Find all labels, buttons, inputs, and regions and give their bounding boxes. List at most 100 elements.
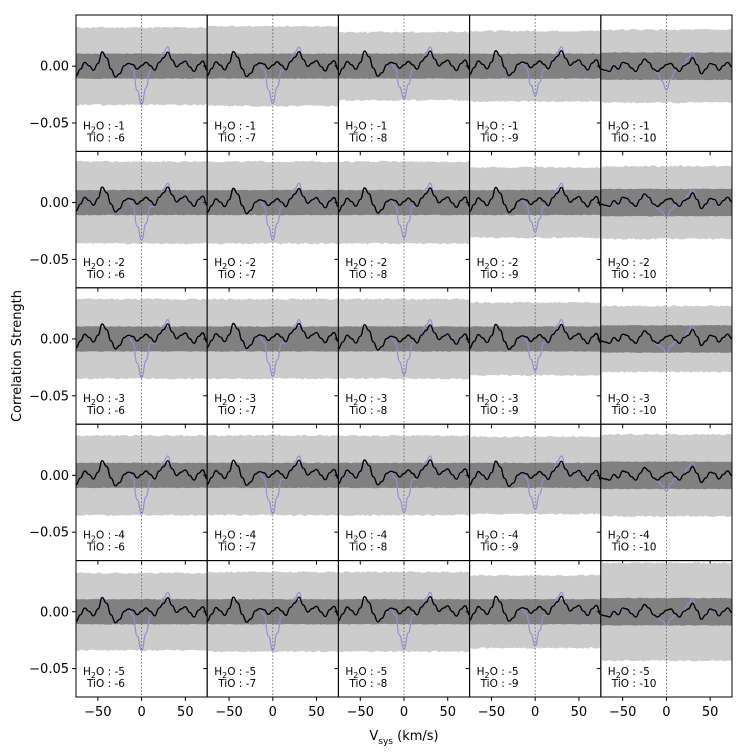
- x-title-main: V: [369, 729, 378, 744]
- observed-line: [76, 460, 208, 487]
- x-title-unit: (km/s): [393, 729, 439, 744]
- label-h: H: [214, 530, 222, 542]
- label-h2o-value: O : -5: [490, 666, 519, 678]
- panel-label-h2o: H2O : -5: [345, 666, 387, 680]
- label-h: H: [477, 257, 485, 269]
- label-h: H: [477, 666, 485, 678]
- x-title-sub: sys: [378, 737, 393, 747]
- panel-plot-area: [207, 287, 339, 425]
- y-tick-label: 0.00: [40, 605, 69, 620]
- panel-label-h2o: H2O : -5: [214, 666, 256, 680]
- observed-line: [469, 595, 601, 623]
- x-tick-label: −50: [609, 705, 636, 720]
- observed-line: [600, 328, 732, 347]
- panel-label-h2o: H2O : -2: [477, 257, 519, 271]
- observed-line: [469, 460, 601, 488]
- panel-label-h2o: H2O : -1: [83, 120, 125, 134]
- observed-line: [469, 186, 601, 214]
- label-h2o-value: O : -3: [96, 393, 125, 405]
- label-h2o-value: O : -5: [227, 666, 256, 678]
- label-sub: 2: [222, 125, 227, 134]
- label-sub: 2: [353, 398, 358, 407]
- label-h: H: [608, 530, 616, 542]
- y-tick-label: 0.00: [40, 469, 69, 484]
- panel-label-tio: TiO : -9: [480, 678, 519, 690]
- inner-band: [469, 326, 601, 352]
- label-sub: 2: [222, 535, 227, 544]
- x-tick-label: −50: [347, 705, 374, 720]
- observed-line: [338, 595, 470, 623]
- label-sub: 2: [616, 671, 621, 680]
- label-h: H: [83, 393, 91, 405]
- panel-label-tio: TiO : -7: [217, 405, 256, 417]
- inner-band: [600, 188, 732, 217]
- y-tick-label: −0.05: [29, 253, 69, 268]
- panel-plot-area: [600, 287, 732, 425]
- label-h2o-value: O : -5: [358, 666, 387, 678]
- panel-label-tio: TiO : -10: [611, 132, 657, 144]
- label-sub: 2: [485, 671, 490, 680]
- observed-line: [76, 186, 208, 213]
- y-tick-label: 0.00: [40, 196, 69, 211]
- panel-plot-area: [207, 424, 339, 561]
- label-sub: 2: [91, 535, 96, 544]
- x-tick-label: −50: [478, 705, 505, 720]
- label-h: H: [345, 257, 353, 269]
- inner-band: [207, 53, 339, 79]
- panel-plot-area: [76, 424, 208, 561]
- panel-label-h2o: H2O : -4: [345, 530, 387, 544]
- panel-plot-area: [469, 424, 601, 561]
- x-tick-label: 0: [531, 705, 539, 720]
- panel-label-h2o: H2O : -1: [608, 120, 650, 134]
- panel-label-h2o: H2O : -5: [477, 666, 519, 680]
- label-h: H: [214, 257, 222, 269]
- label-h2o-value: O : -1: [490, 120, 519, 132]
- observed-line: [76, 51, 208, 78]
- inner-band: [600, 597, 732, 626]
- observed-line: [207, 322, 339, 350]
- label-h: H: [608, 666, 616, 678]
- observed-line: [338, 459, 470, 486]
- label-h2o-value: O : -4: [490, 530, 519, 542]
- label-h: H: [214, 666, 222, 678]
- label-sub: 2: [91, 125, 96, 134]
- panel-label-h2o: H2O : -5: [83, 666, 125, 680]
- observed-line: [469, 49, 601, 77]
- panel-label-tio: TiO : -7: [217, 132, 256, 144]
- label-h: H: [345, 120, 353, 132]
- label-h2o-value: O : -5: [621, 666, 650, 678]
- panel-plot-area: [469, 560, 601, 697]
- label-sub: 2: [91, 671, 96, 680]
- label-h: H: [83, 257, 91, 269]
- inner-band: [338, 189, 470, 216]
- x-tick-label: 0: [137, 705, 145, 720]
- label-h: H: [477, 393, 485, 405]
- label-sub: 2: [222, 398, 227, 407]
- observed-line: [338, 50, 470, 77]
- panel-label-h2o: H2O : -4: [608, 530, 650, 544]
- label-h2o-value: O : -4: [96, 530, 125, 542]
- panel-plot-area: [338, 287, 470, 425]
- panel-label-tio: TiO : -10: [611, 405, 657, 417]
- x-tick-label: 50: [177, 705, 194, 720]
- panel-plot-area: [338, 15, 470, 152]
- panel-label-tio: TiO : -7: [217, 678, 256, 690]
- label-h: H: [83, 530, 91, 542]
- panel-label-tio: TiO : -6: [86, 678, 125, 690]
- observed-line: [207, 187, 339, 215]
- panel-label-h2o: H2O : -3: [214, 393, 256, 407]
- panel-label-tio: TiO : -6: [86, 269, 125, 281]
